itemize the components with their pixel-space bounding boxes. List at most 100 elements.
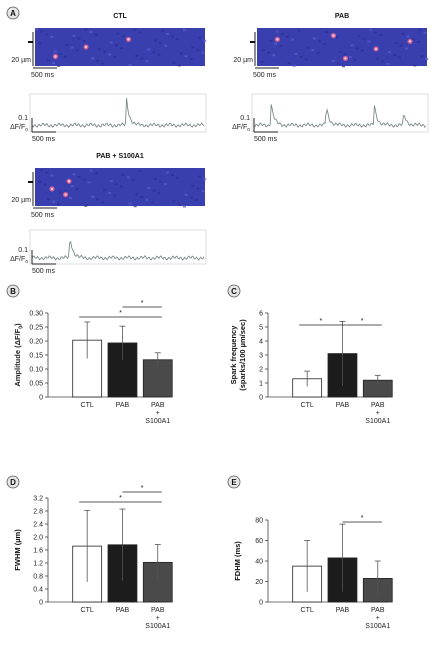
panel-letter-d-circle — [6, 475, 20, 489]
linescan-texture — [291, 38, 294, 41]
trace-scale-label: ΔF/F0 — [10, 256, 28, 265]
linescan-texture — [179, 52, 183, 55]
bar-chart-b: B 0 0.05 0.10 0.15 0.20 0.25 0.30 Amplitude (ΔF/… — [6, 284, 173, 425]
y-tick-label: 1.2 — [33, 561, 43, 568]
linescan-texture — [140, 196, 144, 199]
y-tick-label: 60 — [255, 538, 263, 545]
linescan-texture — [45, 171, 49, 174]
linescan-texture — [70, 185, 74, 188]
calcium-spark-core — [127, 38, 130, 41]
y-tick-label: 80 — [255, 518, 263, 525]
x-tick-label: + — [156, 615, 160, 622]
linescan-texture — [152, 189, 156, 192]
linescan-texture — [203, 178, 207, 181]
linescan-texture — [331, 59, 335, 62]
significance-star: * — [361, 515, 364, 522]
linescan-texture — [159, 42, 163, 45]
linescan-texture — [203, 39, 207, 42]
linescan-texture — [38, 180, 42, 183]
fluorescence-trace — [31, 240, 205, 261]
linescan-texture — [272, 54, 276, 57]
linescan-texture — [379, 34, 383, 37]
linescan-texture — [313, 37, 317, 40]
linescan-texture — [177, 202, 181, 205]
linescan-texture — [58, 53, 62, 56]
linescan-texture — [406, 35, 410, 38]
linescan-texture — [171, 174, 174, 177]
linescan-texture — [196, 187, 200, 190]
linescan-texture — [77, 175, 81, 178]
linescan-texture — [138, 31, 142, 34]
linescan-texture — [336, 62, 340, 65]
linescan-texture — [96, 198, 100, 201]
linescan-image — [257, 28, 427, 66]
linescan-texture — [94, 33, 98, 36]
linescan-texture — [164, 183, 168, 186]
calcium-spark-core — [374, 47, 378, 51]
linescan-texture — [376, 57, 379, 60]
linescan-texture — [157, 192, 161, 195]
linescan-texture — [75, 49, 79, 52]
x-tick-label: CTL — [301, 402, 314, 409]
linescan-texture — [393, 53, 396, 56]
trace-scale-label: ΔF/F0 — [232, 124, 250, 133]
linescan-texture — [268, 39, 272, 42]
linescan-texture — [280, 33, 284, 36]
x-tick-label: CTL — [81, 402, 94, 409]
significance-star: * — [119, 495, 122, 502]
linescan-texture — [369, 28, 373, 31]
linescan-texture — [350, 44, 354, 47]
y-tick-label: 0.30 — [29, 311, 43, 318]
linescan-texture — [50, 174, 54, 177]
linescan-texture — [113, 56, 117, 59]
linescan-texture — [35, 28, 38, 30]
fluorescence-trace — [253, 104, 427, 128]
linescan-texture — [325, 31, 328, 34]
linescan-texture — [404, 47, 408, 50]
linescan-texture — [176, 38, 180, 41]
linescan-texture — [113, 194, 117, 197]
linescan-texture — [120, 185, 123, 188]
linescan-texture — [96, 59, 100, 62]
linescan-texture — [201, 190, 205, 193]
panel-letter-e-circle — [227, 475, 241, 489]
linescan-texture — [145, 198, 149, 201]
y-axis-label-line2: (sparks/100 µm/sec) — [238, 319, 247, 391]
calcium-spark-core — [332, 34, 335, 37]
linescan-texture — [82, 178, 86, 181]
linescan-scale-ms: 500 ms — [31, 212, 54, 219]
linescan-texture — [91, 195, 95, 198]
y-tick-label: 0.25 — [29, 325, 43, 332]
linescan-texture — [196, 48, 200, 51]
linescan-texture — [306, 46, 310, 49]
linescan-scale-um: 20 µm — [11, 197, 31, 204]
trace-scale-label: ΔF/F0 — [10, 124, 28, 133]
significance-star: * — [141, 300, 144, 307]
linescan-texture — [145, 60, 149, 63]
linescan-texture — [70, 46, 74, 49]
linescan-texture — [133, 28, 137, 31]
linescan-texture — [316, 51, 320, 54]
x-tick-label: PAB — [116, 607, 130, 614]
x-tick-label: PAB — [151, 607, 165, 614]
x-tick-label: + — [376, 615, 380, 622]
linescan-texture — [374, 31, 378, 34]
linescan-texture — [94, 172, 98, 175]
linescan-texture — [165, 32, 169, 35]
linescan-texture — [128, 202, 132, 205]
linescan-texture — [355, 47, 359, 49]
linescan-texture — [423, 31, 427, 34]
linescan-texture — [101, 201, 105, 204]
linescan-texture — [191, 46, 195, 49]
significance-star: * — [141, 485, 144, 492]
linescan-texture — [338, 50, 342, 53]
linescan-texture — [101, 62, 105, 65]
y-axis-label: Amplitude (ΔF/F0) — [13, 323, 24, 387]
x-tick-label: S100A1 — [365, 418, 390, 425]
linescan-texture — [58, 191, 62, 194]
panel-letter-c-circle — [227, 284, 241, 298]
linescan-texture — [416, 40, 420, 43]
calcium-spark-core — [67, 180, 71, 183]
linescan-texture — [425, 58, 429, 61]
